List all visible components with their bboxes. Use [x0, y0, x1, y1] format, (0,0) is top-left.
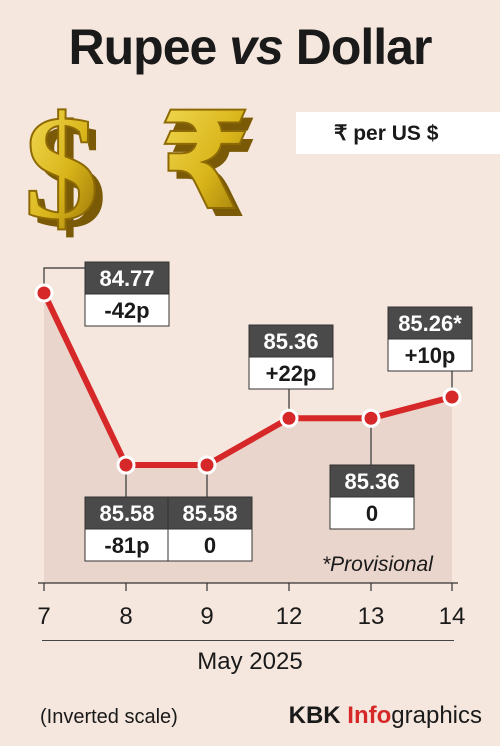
value-label: 85.58 — [99, 501, 154, 526]
value-box — [387, 306, 473, 340]
change-label: +10p — [405, 343, 456, 368]
x-tick-label: 14 — [439, 603, 466, 630]
value-box — [84, 496, 170, 530]
change-label: +22p — [266, 361, 317, 386]
x-tick-label: 7 — [37, 603, 50, 630]
data-point — [279, 408, 299, 428]
svg-text:₹: ₹ — [166, 91, 260, 248]
change-box — [84, 293, 170, 327]
svg-text:$: $ — [24, 88, 99, 248]
value-label: 85.36 — [263, 329, 318, 354]
x-tick-label: 13 — [358, 603, 385, 630]
x-tick-label: 12 — [276, 603, 303, 630]
unit-label: ₹ per US $ — [296, 112, 500, 154]
currency-symbols: $ $ ₹ ₹ — [23, 88, 260, 248]
scale-note: (Inverted scale) — [40, 706, 178, 728]
x-tick-label: 8 — [119, 603, 132, 630]
data-point — [197, 455, 217, 475]
value-label: 85.36 — [344, 469, 399, 494]
value-box — [248, 324, 334, 358]
data-point — [442, 387, 462, 407]
change-box — [167, 528, 253, 562]
value-label: 84.77 — [99, 266, 154, 291]
credit: KBK Infographics — [288, 702, 482, 729]
change-label: 0 — [366, 501, 378, 526]
rupee-sign-3d-icon: ₹ ₹ — [157, 88, 260, 248]
change-box — [329, 496, 415, 530]
svg-text:$: $ — [32, 93, 107, 248]
provisional-note: *Provisional — [322, 553, 433, 576]
value-box — [329, 464, 415, 498]
data-point — [361, 408, 381, 428]
data-point — [34, 283, 54, 303]
dollar-sign-3d-icon: $ $ — [23, 88, 107, 248]
change-box — [84, 528, 170, 562]
change-label: -81p — [104, 533, 149, 558]
x-tick-label: 9 — [200, 603, 213, 630]
x-axis-label: May 2025 — [197, 648, 303, 675]
x-axis-rule — [42, 640, 454, 641]
svg-text:₹: ₹ — [158, 88, 252, 240]
change-box — [387, 338, 473, 372]
change-label: 0 — [204, 533, 216, 558]
value-label: 85.58 — [182, 501, 237, 526]
series-line — [41, 291, 453, 468]
value-label: 85.26* — [398, 311, 462, 336]
change-box — [248, 356, 334, 390]
value-box — [167, 496, 253, 530]
page-title: Rupee vs Dollar — [68, 19, 433, 75]
change-label: -42p — [104, 298, 149, 323]
data-point — [116, 455, 136, 475]
